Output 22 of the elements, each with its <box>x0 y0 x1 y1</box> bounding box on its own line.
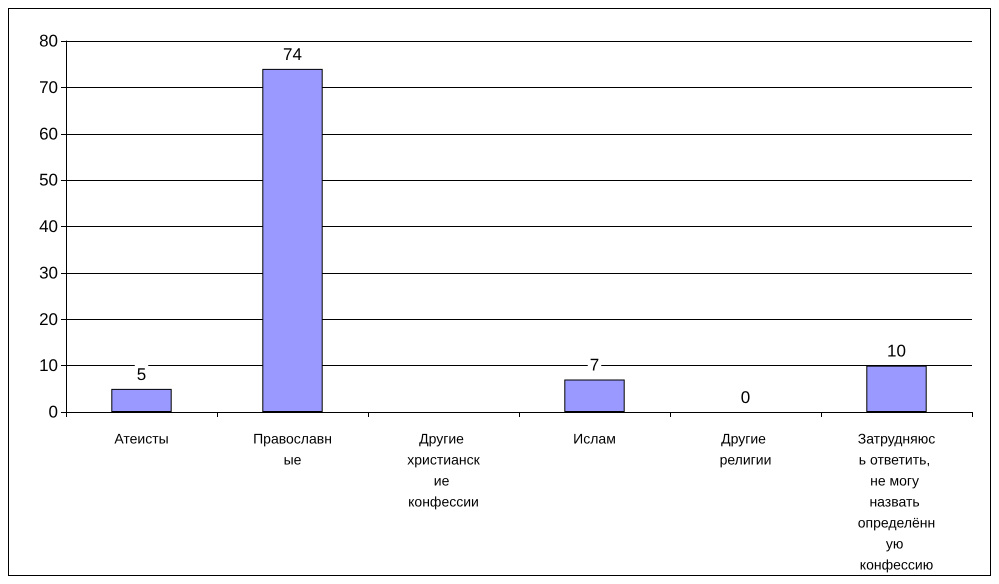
x-tick-label: Другие религии <box>720 430 772 468</box>
x-tick-label: Ислам <box>573 430 616 446</box>
x-tick-label: Православные <box>253 430 332 468</box>
y-tick-label: 20 <box>39 310 58 329</box>
y-tick-label: 10 <box>39 356 58 376</box>
x-tick-label: Атеисты <box>114 430 169 446</box>
data-label: 74 <box>283 44 302 64</box>
data-label: 7 <box>590 356 600 375</box>
y-tick-label: 70 <box>39 78 58 97</box>
y-tick-label: 60 <box>39 124 58 144</box>
y-tick-label: 40 <box>39 217 58 236</box>
data-label: 10 <box>887 342 906 361</box>
y-tick-label: 30 <box>39 263 58 282</box>
bar <box>111 388 172 412</box>
data-label: 5 <box>136 364 146 384</box>
data-label: 0 <box>740 388 750 407</box>
x-tick-label: Затрудняюсь ответить, не могу назвать определённую конфессию <box>858 430 936 572</box>
y-tick-label: 0 <box>48 402 58 422</box>
y-tick-label: 50 <box>39 170 58 190</box>
y-tick-label: 80 <box>39 32 58 50</box>
x-tick-label: Другие христианские конфессии <box>407 430 481 510</box>
bar <box>564 380 625 412</box>
